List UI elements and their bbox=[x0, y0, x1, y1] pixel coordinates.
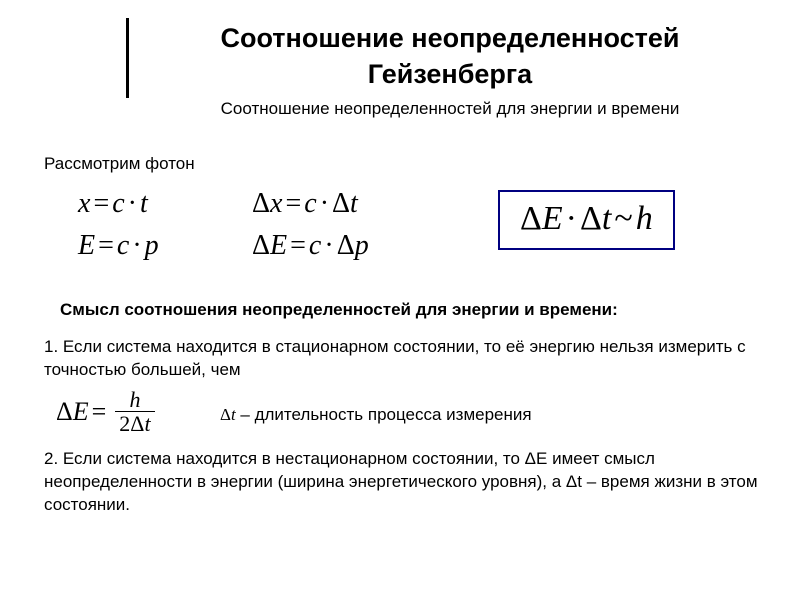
fraction-denominator: 2Δt bbox=[115, 411, 154, 435]
formula-dE-frac: ΔE= h 2Δt bbox=[56, 388, 155, 435]
formula-x-ct: x=c·t bbox=[78, 188, 148, 220]
dt-symbol: Δt bbox=[220, 405, 236, 424]
formula-E-cp: E=c·p bbox=[78, 230, 159, 262]
formula-dE-cdp: ΔE=c·Δp bbox=[252, 230, 369, 262]
vertical-rule bbox=[126, 18, 129, 98]
dt-explanation-text: – длительность процесса измерения bbox=[236, 405, 532, 424]
title-block: Соотношение неопределенностей Гейзенберг… bbox=[140, 20, 760, 119]
section-heading: Смысл соотношения неопределенностей для … bbox=[60, 300, 760, 320]
page-subtitle: Соотношение неопределенностей для энерги… bbox=[140, 99, 760, 119]
lead-text: Рассмотрим фотон bbox=[44, 154, 195, 174]
dt-explanation: Δt – длительность процесса измерения bbox=[220, 405, 532, 425]
fraction-numerator: h bbox=[125, 388, 144, 411]
formula-uncertainty-boxed: ΔE·Δt~h bbox=[498, 190, 675, 250]
paragraph-2: 2. Если система находится в нестационарн… bbox=[44, 448, 758, 517]
paragraph-1: 1. Если система находится в стационарном… bbox=[44, 336, 758, 382]
page-title: Соотношение неопределенностей Гейзенберг… bbox=[140, 20, 760, 93]
fraction: h 2Δt bbox=[115, 388, 154, 435]
slide: Соотношение неопределенностей Гейзенберг… bbox=[0, 0, 800, 600]
formula-dx-cdt: Δx=c·Δt bbox=[252, 188, 358, 220]
